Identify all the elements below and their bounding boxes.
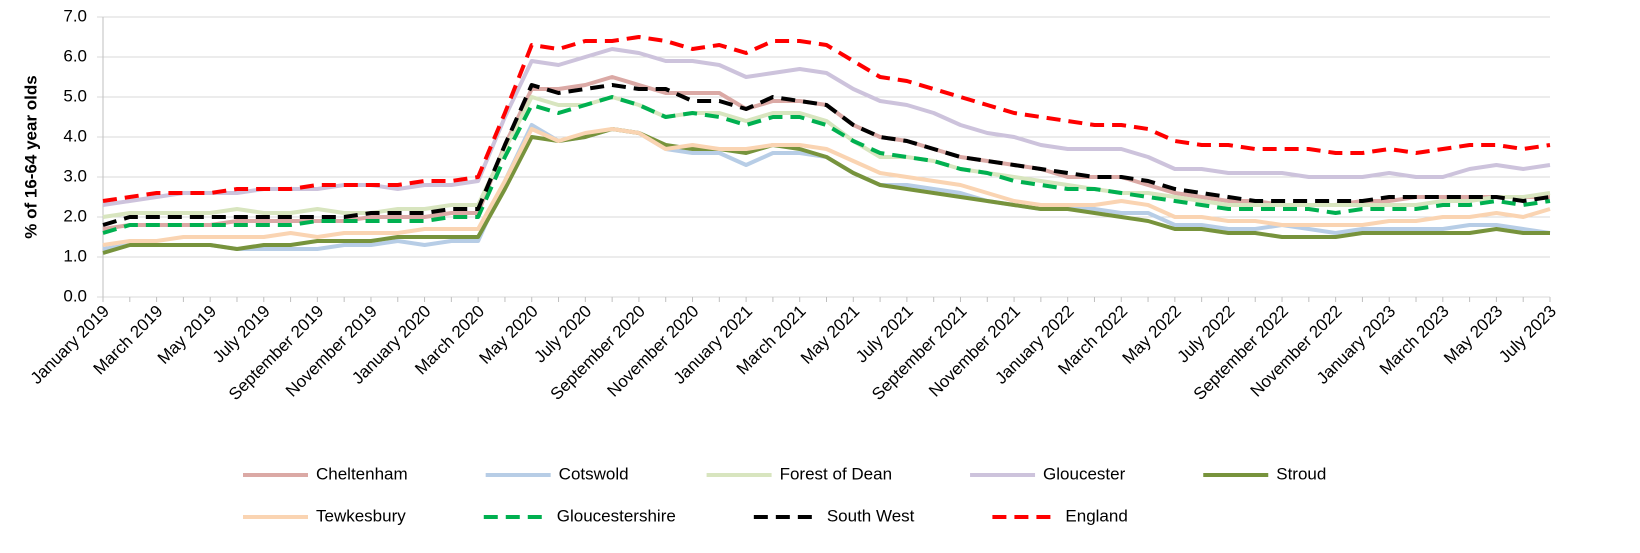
legend-label: England (1065, 506, 1127, 525)
x-tick-label: July 2023 (1495, 302, 1560, 367)
series-line (102, 83, 1551, 227)
series-line (102, 95, 1551, 219)
y-axis-label: % of 16-64 year olds (21, 75, 40, 238)
y-tick-label: 1.0 (63, 246, 87, 265)
x-tick-label: September 2019 (225, 302, 327, 404)
legend-label: Forest of Dean (780, 464, 892, 483)
legend-label: South West (827, 506, 915, 525)
series-line (102, 95, 1551, 235)
series-line (102, 127, 1550, 255)
x-tick-label: September 2021 (868, 302, 970, 404)
y-tick-label: 7.0 (63, 6, 87, 25)
y-tick-label: 4.0 (63, 126, 87, 145)
legend-label: Gloucestershire (557, 506, 676, 525)
x-tick-label: May 2019 (154, 302, 220, 368)
x-tick-label: November 2022 (1247, 302, 1346, 401)
x-tick-label: September 2022 (1190, 302, 1292, 404)
series-line (102, 47, 1551, 207)
legend-label: Cheltenham (316, 464, 408, 483)
series-line (102, 35, 1551, 203)
legend-label: Cotswold (559, 464, 629, 483)
y-tick-label: 6.0 (63, 46, 87, 65)
x-tick-label: May 2021 (797, 302, 863, 368)
y-tick-label: 2.0 (63, 206, 87, 225)
legend-label: Gloucester (1043, 464, 1126, 483)
x-tick-label: May 2022 (1119, 302, 1185, 368)
x-tick-label: November 2020 (604, 302, 703, 401)
series-line (102, 127, 1551, 247)
x-tick-label: November 2021 (925, 302, 1024, 401)
x-tick-label: September 2020 (547, 302, 649, 404)
x-tick-label: November 2019 (282, 302, 381, 401)
x-tick-label: May 2023 (1440, 302, 1506, 368)
y-tick-label: 3.0 (63, 166, 87, 185)
y-tick-label: 5.0 (63, 86, 87, 105)
legend-label: Stroud (1276, 464, 1326, 483)
y-tick-label: 0.0 (63, 286, 87, 305)
legend-label: Tewkesbury (316, 506, 406, 525)
x-tick-label: May 2020 (476, 302, 542, 368)
